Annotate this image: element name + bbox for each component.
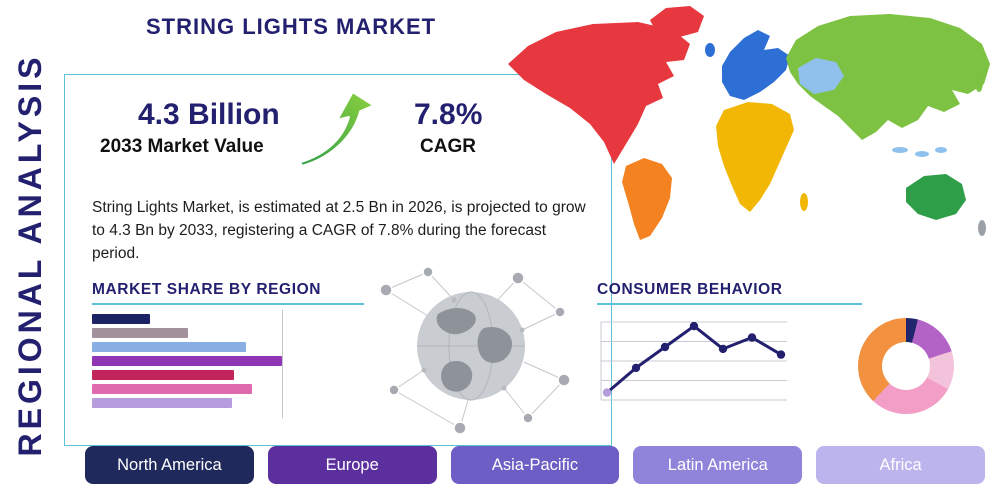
region-chip-label: Africa xyxy=(879,455,922,474)
bar-segment-1 xyxy=(92,314,150,324)
bar-segment-3 xyxy=(92,342,246,352)
map-north-america xyxy=(508,22,690,164)
bar-segment-4 xyxy=(92,356,282,366)
donut-chart xyxy=(858,318,954,414)
market-value-stat: 4.3 Billion xyxy=(138,98,280,131)
region-chip-label: North America xyxy=(117,455,222,474)
bar-chart xyxy=(92,314,292,418)
map-africa xyxy=(716,102,794,212)
cagr-stat: 7.8% xyxy=(414,98,483,131)
market-share-underline xyxy=(92,303,364,305)
globe-network-illustration xyxy=(366,258,578,436)
page-title: STRING LIGHTS MARKET xyxy=(146,14,437,39)
bar-chart-gridline xyxy=(282,310,283,418)
growth-arrow-icon xyxy=(292,84,380,168)
region-chip-asia-pacific[interactable]: Asia-Pacific xyxy=(450,446,620,484)
line-chart-svg xyxy=(600,321,787,401)
bar-segment-2 xyxy=(92,328,188,338)
cagr-caption: CAGR xyxy=(420,136,476,157)
map-madagascar xyxy=(800,193,808,211)
region-chip-latin-america[interactable]: Latin America xyxy=(633,446,803,484)
region-chip-africa[interactable]: Africa xyxy=(816,446,985,484)
consumer-behavior-underline xyxy=(597,303,862,305)
bar-segment-6 xyxy=(92,384,252,394)
description-text: String Lights Market, is estimated at 2.… xyxy=(92,198,586,263)
world-map xyxy=(498,2,998,242)
bar-segment-5 xyxy=(92,370,234,380)
map-uk xyxy=(705,43,715,57)
map-europe xyxy=(722,30,790,100)
region-chip-europe[interactable]: Europe xyxy=(267,446,437,484)
regional-analysis-vertical-label: REGIONAL ANALYSIS xyxy=(12,53,48,457)
map-central-asia xyxy=(798,58,844,94)
region-chip-north-america[interactable]: North America xyxy=(85,446,254,484)
region-legend-row: North America Europe Asia-Pacific Latin … xyxy=(85,446,985,484)
map-australia xyxy=(906,174,966,220)
map-asia xyxy=(786,14,990,140)
map-indonesia xyxy=(892,147,947,157)
map-japan xyxy=(975,72,983,92)
region-chip-label: Europe xyxy=(325,455,379,474)
map-new-zealand xyxy=(978,220,986,236)
market-value-caption: 2033 Market Value xyxy=(100,136,264,157)
bar-segment-7 xyxy=(92,398,232,408)
region-chip-label: Latin America xyxy=(667,455,768,474)
content-frame-border xyxy=(64,74,612,446)
consumer-behavior-heading: CONSUMER BEHAVIOR xyxy=(597,281,783,298)
market-share-heading: MARKET SHARE BY REGION xyxy=(92,281,322,298)
region-chip-label: Asia-Pacific xyxy=(491,455,579,474)
map-south-america xyxy=(622,158,672,240)
